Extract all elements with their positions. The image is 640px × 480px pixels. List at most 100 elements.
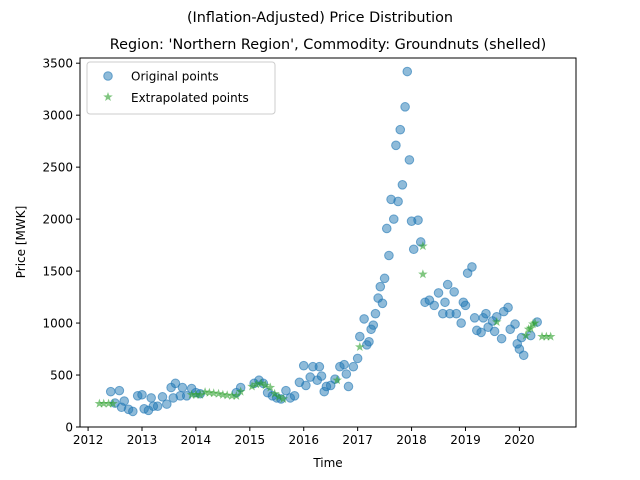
original-point <box>467 262 477 272</box>
x-tick-label: 2012 <box>73 433 104 447</box>
x-tick-label: 2018 <box>396 433 427 447</box>
original-point <box>128 406 138 417</box>
original-point <box>368 320 379 330</box>
original-point <box>289 391 300 401</box>
x-tick-label: 2013 <box>127 433 158 447</box>
original-point <box>489 326 500 337</box>
y-axis-label: Price [MWK] <box>14 206 28 279</box>
original-point <box>381 223 392 234</box>
plot-area: 2012 2013 2014 2015 2016 2017 2018 2019 2020 0 500… <box>42 57 577 447</box>
original-point <box>408 244 419 255</box>
legend-label-extrapolated: Extrapolated points <box>131 91 249 105</box>
original-point <box>433 288 444 298</box>
extrapolated-point <box>537 331 547 341</box>
original-point <box>384 250 394 261</box>
original-point <box>496 333 507 344</box>
x-tick-label: 2015 <box>235 433 266 447</box>
legend-marker-extrapolated <box>103 92 113 102</box>
extrapolated-point <box>418 241 428 251</box>
original-point <box>397 180 408 190</box>
extrapolated-point <box>108 398 118 408</box>
original-point <box>281 385 291 396</box>
original-point <box>355 331 365 342</box>
original-point <box>114 385 125 396</box>
original-point <box>137 389 147 400</box>
original-point <box>402 66 413 77</box>
x-tick-label: 2020 <box>504 433 535 447</box>
original-point <box>375 281 386 292</box>
original-point <box>348 361 359 372</box>
original-point <box>314 361 325 372</box>
original-point <box>440 297 450 308</box>
extrapolated-point <box>208 388 219 398</box>
extrapolated-point <box>541 331 552 341</box>
extrapolated-point <box>218 389 228 399</box>
extrapolated-point <box>186 389 197 399</box>
x-tick-label: 2014 <box>181 433 212 447</box>
extrapolated-point <box>528 319 538 329</box>
extrapolated-point <box>222 390 232 400</box>
original-point <box>388 214 399 224</box>
original-point <box>162 399 172 409</box>
y-tick-label: 2500 <box>42 161 73 175</box>
legend-label-original: Original points <box>131 70 219 84</box>
legend: Original points Extrapolated points <box>86 61 276 115</box>
extrapolated-point <box>491 317 502 327</box>
original-point <box>359 314 369 324</box>
original-point <box>393 196 403 207</box>
extrapolated-point <box>521 330 531 340</box>
extrapolated-point <box>94 398 105 408</box>
extrapolated-point <box>265 382 276 392</box>
y-tick-label: 1500 <box>42 265 73 279</box>
y-tick-label: 1000 <box>42 317 73 331</box>
y-tick-label: 3000 <box>42 109 73 123</box>
x-axis-label: Time <box>312 456 342 470</box>
extrapolated-point <box>195 389 205 399</box>
original-point <box>518 350 529 361</box>
chart-suptitle: (Inflation-Adjusted) Price Distribution <box>187 10 453 26</box>
extrapolated-point <box>260 380 271 390</box>
extrapolated-point <box>530 318 540 328</box>
extrapolated-point <box>523 324 534 334</box>
extrapolated-point <box>545 331 556 341</box>
y-tick-label: 500 <box>50 369 73 383</box>
original-point <box>510 319 520 329</box>
x-tick-label: 2019 <box>450 433 481 447</box>
y-tick-label: 2000 <box>42 213 73 227</box>
extrapolated-point <box>418 269 428 279</box>
original-point <box>316 371 327 381</box>
original-point <box>364 336 374 347</box>
original-point <box>377 298 388 309</box>
original-point <box>343 381 354 392</box>
extrapolated-point <box>269 388 280 398</box>
extrapolated-point <box>251 379 262 389</box>
extrapolated-point <box>274 391 284 401</box>
original-point <box>481 308 491 319</box>
extrapolated-point <box>247 381 257 391</box>
original-point <box>413 215 423 225</box>
x-tick-label: 2017 <box>342 433 373 447</box>
extrapolated-point <box>191 389 201 399</box>
extrapolated-point <box>235 386 246 396</box>
extrapolated-point <box>332 375 342 385</box>
extrapolated-point <box>98 398 109 408</box>
original-point <box>503 302 513 313</box>
original-point <box>341 369 352 379</box>
axes-frame <box>79 57 577 428</box>
original-point <box>157 392 168 402</box>
original-point <box>395 124 406 135</box>
original-point <box>152 401 163 412</box>
chart-title: Region: 'Northern Region', Commodity: Gr… <box>110 37 546 53</box>
extrapolated-point <box>231 390 242 400</box>
original-point <box>404 155 415 165</box>
original-point <box>370 308 381 319</box>
legend-marker-original <box>103 71 113 81</box>
original-point <box>469 313 480 323</box>
extrapolated-point <box>227 390 237 400</box>
original-point <box>460 300 471 311</box>
y-tick-label: 0 <box>65 421 73 435</box>
original-point <box>442 279 453 290</box>
x-tick-label: 2016 <box>288 433 319 447</box>
extrapolated-point <box>355 341 365 352</box>
